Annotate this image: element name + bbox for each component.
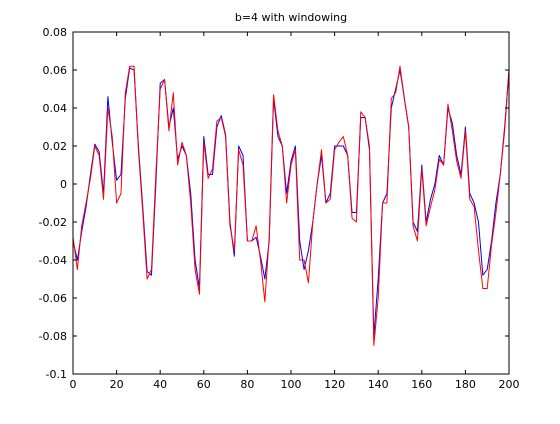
- series-layer: [72, 65, 510, 346]
- series-line-2: [72, 65, 510, 346]
- y-tick-label: 0.04: [43, 102, 68, 115]
- y-tick-label: -0.06: [39, 292, 67, 305]
- x-tick-label: 140: [368, 378, 389, 391]
- x-tick-label: 0: [70, 378, 77, 391]
- y-tick-label: 0: [60, 178, 67, 191]
- y-tick-label: 0.06: [43, 64, 68, 77]
- chart-title: b=4 with windowing: [235, 11, 347, 24]
- x-tick-label: 100: [281, 378, 302, 391]
- plot-area-frame: [72, 31, 510, 375]
- series-line-1: [72, 67, 510, 337]
- x-tick-label: 160: [411, 378, 432, 391]
- y-tick-label: -0.1: [46, 368, 67, 381]
- x-tick-label: 40: [153, 378, 167, 391]
- axis-layer: 0 20 40 60 80 100 120 140 160 180 200 -0.1 -0.08 -0.0…: [39, 26, 520, 391]
- y-tick-label: -0.04: [39, 254, 67, 267]
- x-tick-label: 80: [240, 378, 254, 391]
- x-tick-label: 120: [324, 378, 345, 391]
- y-tick-label: 0.08: [43, 26, 68, 39]
- x-tick-label: 180: [455, 378, 476, 391]
- x-tick-label: 60: [197, 378, 211, 391]
- x-tick-label: 200: [499, 378, 520, 391]
- y-tick-label: -0.02: [39, 216, 67, 229]
- x-tick-label: 20: [110, 378, 124, 391]
- y-tick-label: 0.02: [43, 140, 68, 153]
- y-tick-label: -0.08: [39, 330, 67, 343]
